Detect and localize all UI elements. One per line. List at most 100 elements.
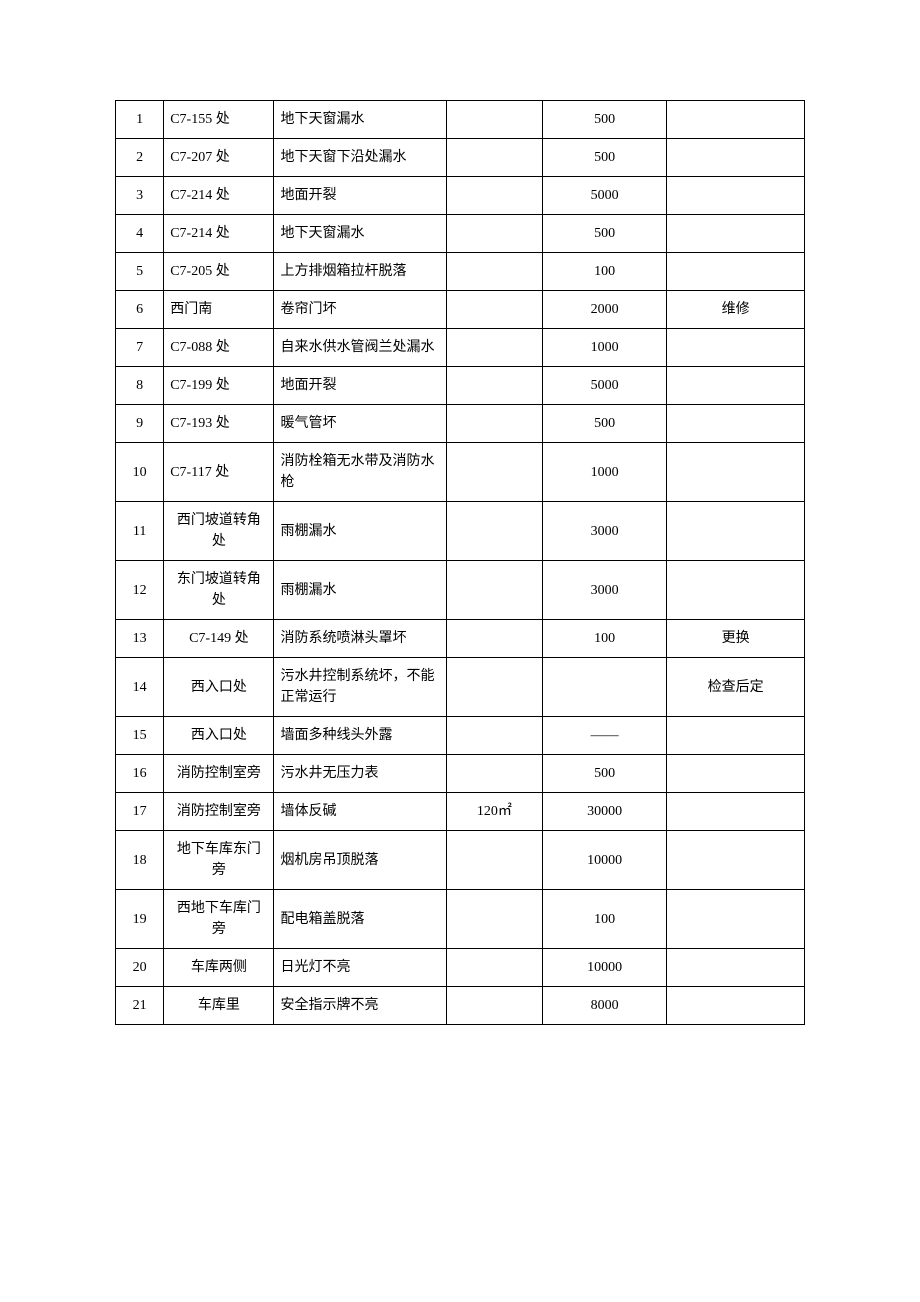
- cell-index: 10: [116, 443, 164, 502]
- table-row: 1C7-155 处地下天窗漏水500: [116, 101, 805, 139]
- cell-cost: 5000: [543, 177, 667, 215]
- cell-location: 西地下车库门旁: [164, 890, 274, 949]
- cell-description: 日光灯不亮: [274, 949, 446, 987]
- cell-index: 7: [116, 329, 164, 367]
- cell-location: C7-117 处: [164, 443, 274, 502]
- cell-quantity: [446, 215, 542, 253]
- cell-index: 11: [116, 502, 164, 561]
- cell-note: [667, 101, 805, 139]
- table-row: 4C7-214 处地下天窗漏水500: [116, 215, 805, 253]
- table-row: 11西门坡道转角处雨棚漏水3000: [116, 502, 805, 561]
- cell-location: 东门坡道转角处: [164, 561, 274, 620]
- table-row: 3C7-214 处地面开裂 5000: [116, 177, 805, 215]
- cell-index: 16: [116, 755, 164, 793]
- cell-quantity: [446, 177, 542, 215]
- cell-quantity: [446, 101, 542, 139]
- cell-note: [667, 502, 805, 561]
- cell-index: 14: [116, 658, 164, 717]
- cell-description: 消防系统喷淋头罩坏: [274, 620, 446, 658]
- cell-note: 检查后定: [667, 658, 805, 717]
- cell-location: C7-155 处: [164, 101, 274, 139]
- cell-cost: 500: [543, 139, 667, 177]
- cell-description: 地面开裂: [274, 367, 446, 405]
- cell-note: [667, 329, 805, 367]
- cell-cost: 8000: [543, 987, 667, 1025]
- cell-quantity: 120㎡: [446, 793, 542, 831]
- cell-note: [667, 890, 805, 949]
- cell-cost: 100: [543, 253, 667, 291]
- cell-location: 车库两侧: [164, 949, 274, 987]
- cell-description: 自来水供水管阀兰处漏水: [274, 329, 446, 367]
- cell-quantity: [446, 561, 542, 620]
- cell-index: 15: [116, 717, 164, 755]
- cell-note: [667, 253, 805, 291]
- cell-index: 9: [116, 405, 164, 443]
- cell-quantity: [446, 405, 542, 443]
- cell-note: 维修: [667, 291, 805, 329]
- cell-location: C7-207 处: [164, 139, 274, 177]
- cell-cost: 3000: [543, 502, 667, 561]
- cell-index: 5: [116, 253, 164, 291]
- cell-note: [667, 717, 805, 755]
- cell-index: 13: [116, 620, 164, 658]
- cell-note: [667, 139, 805, 177]
- cell-description: 上方排烟箱拉杆脱落: [274, 253, 446, 291]
- cell-location: C7-193 处: [164, 405, 274, 443]
- cell-description: 污水井无压力表: [274, 755, 446, 793]
- cell-location: C7-149 处: [164, 620, 274, 658]
- cell-description: 地面开裂: [274, 177, 446, 215]
- cell-description: 烟机房吊顶脱落: [274, 831, 446, 890]
- table-row: 8C7-199 处地面开裂5000: [116, 367, 805, 405]
- table-row: 12东门坡道转角处雨棚漏水3000: [116, 561, 805, 620]
- cell-cost: 500: [543, 405, 667, 443]
- cell-cost: 30000: [543, 793, 667, 831]
- table-row: 6西门南卷帘门坏2000维修: [116, 291, 805, 329]
- cell-location: 消防控制室旁: [164, 793, 274, 831]
- cell-quantity: [446, 831, 542, 890]
- cell-location: C7-214 处: [164, 215, 274, 253]
- cell-index: 12: [116, 561, 164, 620]
- table-row: 17消防控制室旁墙体反碱120㎡30000: [116, 793, 805, 831]
- cell-cost: 2000: [543, 291, 667, 329]
- cell-cost: ——: [543, 717, 667, 755]
- cell-note: [667, 561, 805, 620]
- cell-quantity: [446, 291, 542, 329]
- cell-index: 19: [116, 890, 164, 949]
- cell-location: 西入口处: [164, 658, 274, 717]
- cell-location: 消防控制室旁: [164, 755, 274, 793]
- table-row: 7C7-088 处自来水供水管阀兰处漏水1000: [116, 329, 805, 367]
- cell-note: [667, 793, 805, 831]
- table-row: 19西地下车库门旁配电箱盖脱落100: [116, 890, 805, 949]
- cell-quantity: [446, 755, 542, 793]
- cell-note: [667, 987, 805, 1025]
- cell-index: 3: [116, 177, 164, 215]
- table-body: 1C7-155 处地下天窗漏水5002C7-207 处地下天窗下沿处漏水5003…: [116, 101, 805, 1025]
- cell-cost: 500: [543, 755, 667, 793]
- cell-index: 2: [116, 139, 164, 177]
- cell-note: [667, 949, 805, 987]
- cell-index: 4: [116, 215, 164, 253]
- cell-note: [667, 215, 805, 253]
- cell-description: 墙面多种线头外露: [274, 717, 446, 755]
- cell-description: 消防栓箱无水带及消防水枪: [274, 443, 446, 502]
- cell-quantity: [446, 253, 542, 291]
- cell-cost: 10000: [543, 831, 667, 890]
- cell-location: C7-214 处: [164, 177, 274, 215]
- cell-description: 地下天窗下沿处漏水: [274, 139, 446, 177]
- cell-note: [667, 177, 805, 215]
- cell-cost: 3000: [543, 561, 667, 620]
- cell-cost: 100: [543, 890, 667, 949]
- cell-cost: 10000: [543, 949, 667, 987]
- table-row: 10C7-117 处消防栓箱无水带及消防水枪1000: [116, 443, 805, 502]
- cell-note: [667, 367, 805, 405]
- cell-location: 地下车库东门旁: [164, 831, 274, 890]
- table-row: 14西入口处污水井控制系统坏，不能正常运行检查后定: [116, 658, 805, 717]
- table-row: 2C7-207 处地下天窗下沿处漏水 500: [116, 139, 805, 177]
- cell-quantity: [446, 139, 542, 177]
- cell-description: 暖气管坏: [274, 405, 446, 443]
- cell-cost: 5000: [543, 367, 667, 405]
- cell-quantity: [446, 949, 542, 987]
- cell-cost: [543, 658, 667, 717]
- table-row: 13C7-149 处消防系统喷淋头罩坏100更换: [116, 620, 805, 658]
- cell-note: 更换: [667, 620, 805, 658]
